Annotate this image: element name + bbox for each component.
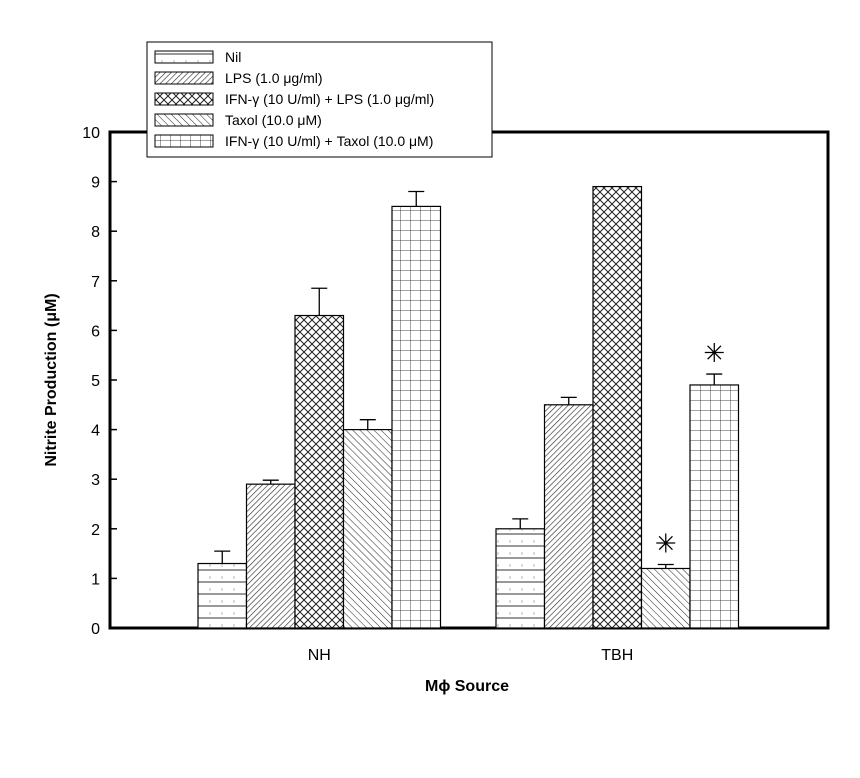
bar <box>391 205 442 629</box>
legend-label: IFN-γ (10 U/ml) + LPS (1.0 μg/ml) <box>225 91 434 107</box>
bar <box>689 384 740 629</box>
bar <box>197 562 248 629</box>
plot-area: 0 1 2 3 4 5 6 7 8 9 10 NH TBH ✳ ✳ <box>82 125 830 664</box>
bar <box>592 185 643 629</box>
y-tick-label: 7 <box>91 274 100 291</box>
bar <box>640 567 691 629</box>
y-tick-label: 3 <box>91 472 100 489</box>
y-tick-label: 0 <box>91 621 100 638</box>
y-axis-title: Nitrite Production (μM) <box>43 293 60 466</box>
y-tick-label: 5 <box>91 373 100 390</box>
legend-swatch <box>154 113 214 127</box>
legend-label: IFN-γ (10 U/ml) + Taxol (10.0 μM) <box>225 133 433 149</box>
y-tick-label: 1 <box>91 571 100 588</box>
legend-swatch <box>154 92 214 106</box>
legend-label: LPS (1.0 μg/ml) <box>225 70 323 86</box>
bar <box>543 404 594 629</box>
x-category-label: TBH <box>601 647 633 664</box>
legend: Nil LPS (1.0 μg/ml) IFN-γ (10 U/ml) + LPS … <box>146 41 493 158</box>
legend-label: Taxol (10.0 μM) <box>225 112 322 128</box>
legend-swatch <box>154 50 214 64</box>
legend-swatch <box>154 71 214 85</box>
bar <box>245 483 296 629</box>
significance-asterisk: ✳ <box>655 529 677 559</box>
bar <box>495 528 546 629</box>
significance-asterisk: ✳ <box>703 338 725 368</box>
bar <box>342 429 393 629</box>
y-tick-label: 9 <box>91 175 100 192</box>
bar <box>294 314 345 629</box>
y-tick-label: 8 <box>91 224 100 241</box>
x-axis-title: Mϕ Source <box>425 678 509 695</box>
y-tick-label: 10 <box>82 125 100 142</box>
y-tick-label: 6 <box>91 323 100 340</box>
y-tick-label: 2 <box>91 522 100 539</box>
x-category-label: NH <box>308 647 331 664</box>
legend-swatch <box>154 134 214 148</box>
y-tick-label: 4 <box>91 423 100 440</box>
legend-label: Nil <box>225 49 241 65</box>
